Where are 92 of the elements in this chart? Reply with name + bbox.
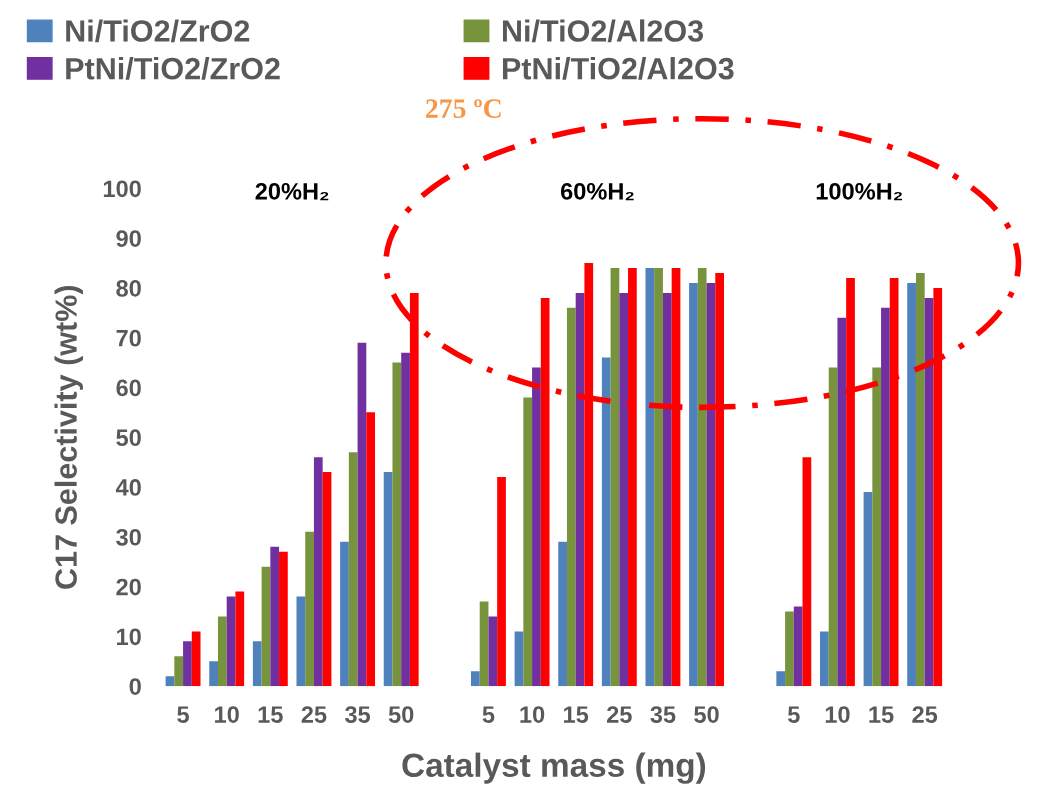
- y-tick-label: 60: [116, 379, 141, 397]
- bar: [601, 357, 611, 687]
- bar: [322, 472, 332, 687]
- bar: [479, 601, 489, 687]
- bar: [523, 397, 533, 687]
- bar: [348, 452, 358, 687]
- bar: [532, 367, 541, 687]
- y-tick-label: 10: [117, 628, 141, 646]
- bar: [785, 611, 794, 687]
- bar: [235, 591, 245, 687]
- y-tick-label: 50: [116, 429, 141, 447]
- bar: [619, 292, 629, 687]
- x-tick-label: 15: [869, 706, 894, 723]
- x-tick-label: 25: [912, 706, 938, 723]
- y-tick-label: 40: [115, 479, 141, 496]
- bar: [558, 541, 567, 687]
- annotation: 60%H₂: [560, 182, 634, 201]
- bar: [296, 596, 306, 687]
- x-tick-label: 35: [344, 706, 371, 723]
- legend-label: Ni/TiO2/ZrO2: [66, 19, 250, 43]
- bar: [279, 551, 288, 687]
- x-tick-label: 15: [564, 706, 589, 723]
- bar: [645, 268, 655, 687]
- bar: [575, 292, 585, 687]
- x-tick-label: 5: [787, 706, 800, 723]
- bar: [191, 631, 201, 687]
- bar: [706, 282, 716, 687]
- bar: [610, 268, 620, 687]
- bar: [802, 457, 812, 687]
- bar: [881, 307, 890, 687]
- bar: [217, 616, 227, 687]
- y-tick-label: 0: [129, 678, 141, 695]
- bar: [689, 282, 698, 687]
- bar: [401, 352, 410, 687]
- bar: [165, 676, 175, 687]
- bar: [915, 273, 925, 687]
- bar: [697, 268, 707, 687]
- bar: [514, 631, 524, 687]
- y-tick-label: 20: [116, 578, 141, 596]
- bar: [340, 541, 349, 687]
- bar: [183, 641, 192, 687]
- x-tick-label: 50: [694, 706, 719, 723]
- bar: [392, 362, 402, 687]
- bar: [837, 317, 847, 687]
- bar: [566, 307, 576, 687]
- bar: [357, 342, 367, 687]
- bar: [366, 412, 376, 687]
- annotation: 20%H₂: [255, 182, 329, 201]
- x-tick-label: 5: [177, 706, 189, 723]
- y-tick-label: 70: [116, 329, 141, 347]
- bar: [209, 661, 218, 687]
- bar: [261, 566, 271, 687]
- bar: [924, 297, 934, 687]
- bar: [828, 367, 838, 687]
- bar: [470, 671, 480, 687]
- legend-label: Ni/TiO2/Al2O3: [502, 19, 704, 43]
- y-tick-label: 30: [116, 528, 141, 546]
- x-tick-label: 25: [607, 706, 632, 723]
- bar: [863, 492, 873, 687]
- bar: [793, 606, 803, 687]
- legend-label: PtNi/TiO2/Al2O3: [502, 57, 734, 80]
- x-tick-label: 35: [650, 706, 676, 723]
- x-tick-label: 5: [482, 706, 495, 723]
- x-tick-label: 10: [520, 706, 545, 723]
- y-tick-label: 100: [103, 180, 141, 198]
- legend-label: PtNi/TiO2/ZrO2: [66, 57, 280, 80]
- bar: [819, 631, 829, 687]
- bar: [662, 292, 672, 687]
- bar: [174, 656, 184, 687]
- y-tick-label: 80: [116, 280, 141, 297]
- bar: [305, 531, 314, 687]
- y-axis-title: C17 Selectivity (wt%): [54, 285, 83, 589]
- bar: [872, 367, 882, 687]
- bar: [252, 641, 262, 687]
- bar: [270, 546, 280, 687]
- x-axis-title: Catalyst mass (mg): [402, 752, 706, 784]
- bar: [226, 596, 236, 687]
- x-tick-label: 50: [388, 706, 414, 723]
- bar: [654, 268, 663, 687]
- annotation: 100%H₂: [816, 182, 902, 201]
- bar: [383, 472, 393, 687]
- bar: [313, 457, 323, 687]
- x-tick-label: 25: [301, 706, 327, 723]
- bar: [497, 477, 506, 687]
- y-tick-label: 90: [116, 230, 141, 247]
- x-tick-label: 10: [825, 706, 850, 723]
- bar: [907, 282, 916, 687]
- bar: [488, 616, 498, 687]
- bar: [776, 671, 786, 687]
- x-tick-label: 10: [215, 706, 239, 723]
- x-tick-label: 15: [258, 706, 283, 723]
- chart-title: 275 ºC: [426, 99, 501, 119]
